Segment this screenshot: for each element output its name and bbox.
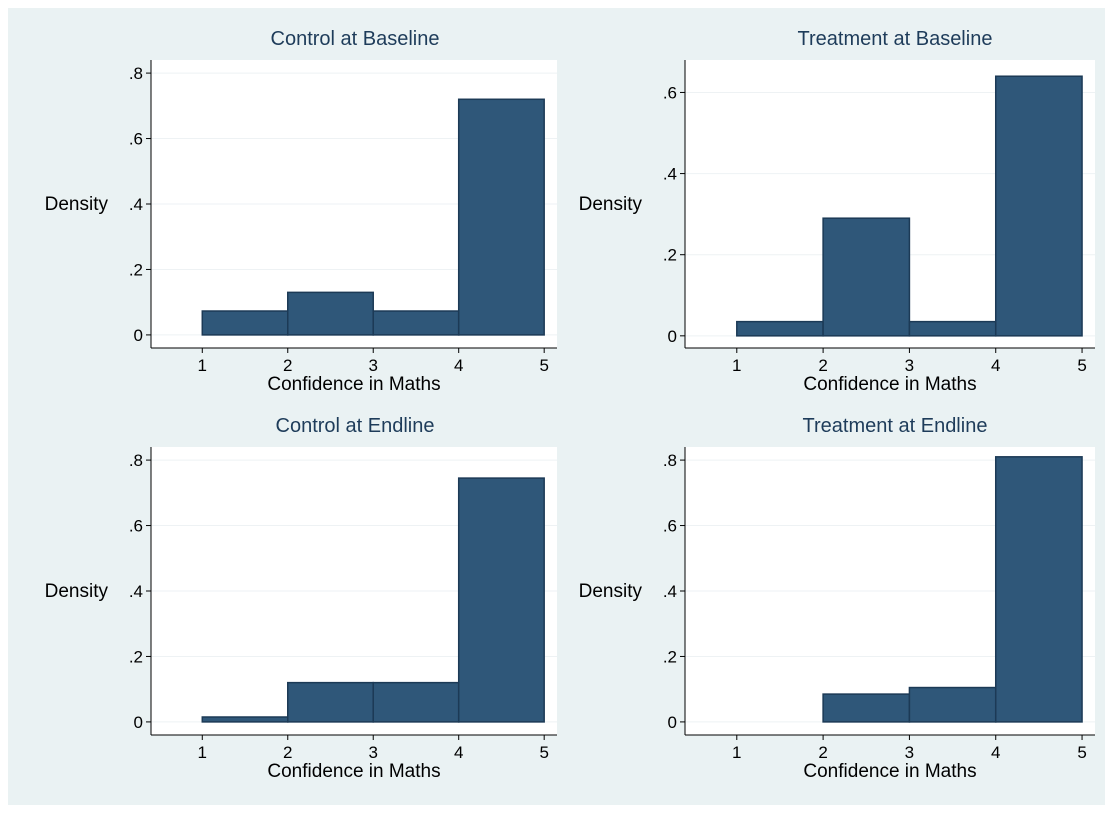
x-tick-label: 4 <box>991 356 1000 375</box>
y-tick-label: .4 <box>129 195 143 214</box>
x-tick-label: 3 <box>905 356 914 375</box>
y-tick-label: .2 <box>663 246 677 265</box>
x-tick-label: 2 <box>283 743 292 762</box>
histogram-bar <box>994 75 1083 337</box>
y-axis-label: Density <box>579 581 643 602</box>
y-tick-label: 0 <box>134 326 143 345</box>
x-tick-label: 2 <box>283 356 292 375</box>
x-tick-label: 3 <box>368 356 377 375</box>
x-axis-label: Confidence in Maths <box>267 374 440 395</box>
y-axis-label: Density <box>579 194 643 215</box>
y-tick-label: .6 <box>663 83 677 102</box>
histogram-bar <box>201 716 289 723</box>
histogram-bar <box>372 681 460 723</box>
x-tick-label: 1 <box>732 743 741 762</box>
x-tick-label: 5 <box>1077 743 1086 762</box>
x-tick-label: 5 <box>539 743 548 762</box>
x-tick-label: 2 <box>818 743 827 762</box>
x-tick-label: 1 <box>198 356 207 375</box>
x-tick-label: 5 <box>539 356 548 375</box>
histogram-bar <box>822 217 911 337</box>
histogram-bar <box>201 310 289 336</box>
y-tick-label: .6 <box>129 517 143 536</box>
histogram-bar <box>908 686 997 723</box>
x-tick-label: 5 <box>1077 356 1086 375</box>
x-tick-label: 2 <box>818 356 827 375</box>
x-tick-label: 4 <box>454 356 463 375</box>
y-tick-label: .8 <box>129 451 143 470</box>
histogram-bar <box>736 320 824 337</box>
y-tick-label: 0 <box>668 713 677 732</box>
x-axis-label: Confidence in Maths <box>267 761 440 782</box>
histogram-bar <box>457 477 545 723</box>
x-tick-label: 4 <box>991 743 1000 762</box>
x-axis-label: Confidence in Maths <box>803 374 976 395</box>
histogram-bar <box>287 681 374 723</box>
histogram-bar <box>994 456 1083 723</box>
y-axis-label: Density <box>45 581 109 602</box>
y-tick-label: .8 <box>663 451 677 470</box>
histogram-bar <box>908 320 997 337</box>
histogram-bar <box>287 291 374 336</box>
y-axis-label: Density <box>45 194 109 215</box>
y-tick-label: .2 <box>129 260 143 279</box>
x-tick-label: 1 <box>732 356 741 375</box>
y-tick-label: .4 <box>129 582 143 601</box>
panel-title: Control at Endline <box>276 415 435 437</box>
y-tick-label: .4 <box>663 165 677 184</box>
histogram-bar <box>457 98 545 336</box>
y-tick-label: .4 <box>663 582 677 601</box>
x-tick-label: 3 <box>905 743 914 762</box>
y-tick-label: 0 <box>668 327 677 346</box>
x-tick-label: 3 <box>368 743 377 762</box>
histogram-bar <box>372 310 460 336</box>
y-tick-label: 0 <box>134 713 143 732</box>
histogram-bar <box>822 693 911 723</box>
x-tick-label: 4 <box>454 743 463 762</box>
x-axis-label: Confidence in Maths <box>803 761 976 782</box>
y-tick-label: .2 <box>663 647 677 666</box>
x-tick-label: 1 <box>198 743 207 762</box>
y-tick-label: .6 <box>129 130 143 149</box>
panel-title: Control at Baseline <box>271 28 440 50</box>
panel-title: Treatment at Endline <box>803 415 988 437</box>
panel-title: Treatment at Baseline <box>798 28 993 50</box>
y-tick-label: .8 <box>129 64 143 83</box>
y-tick-label: .6 <box>663 517 677 536</box>
y-tick-label: .2 <box>129 647 143 666</box>
